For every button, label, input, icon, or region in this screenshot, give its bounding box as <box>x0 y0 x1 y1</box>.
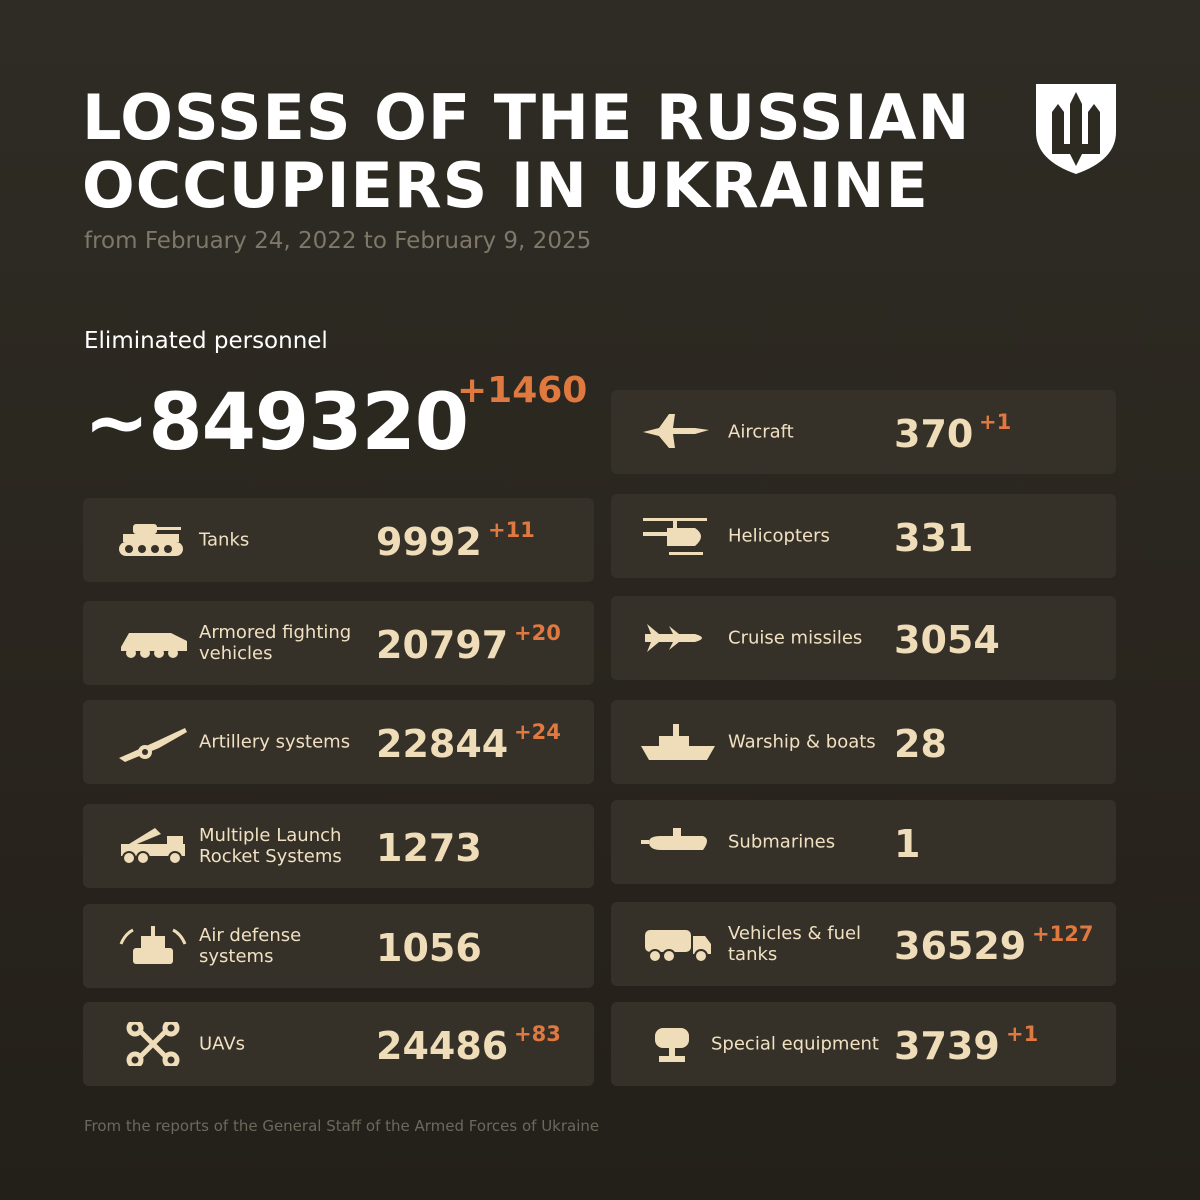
stat-card-tank: Tanks 9992 +11 <box>83 498 594 582</box>
title-line-1: LOSSES OF THE RUSSIAN <box>82 81 971 154</box>
stat-card-submarine: Submarines 1 <box>611 800 1116 884</box>
stat-label: Special equipment <box>711 1033 879 1055</box>
stat-label: Multiple Launch Rocket Systems <box>199 825 342 867</box>
stat-card-truck: Vehicles & fuel tanks 36529 +127 <box>611 902 1116 986</box>
source-footnote: From the reports of the General Staff of… <box>84 1117 600 1135</box>
stat-card-artillery: Artillery systems 22844 +24 <box>83 700 594 784</box>
stat-delta: +1 <box>1006 1022 1039 1046</box>
stat-value: 331 <box>894 515 974 560</box>
stat-label: Armored fighting vehicles <box>199 622 352 664</box>
stat-card-helicopter: Helicopters 331 <box>611 494 1116 578</box>
stat-delta: +11 <box>488 518 535 542</box>
stat-value: 20797 <box>376 622 509 667</box>
special-equipment-icon <box>655 1028 689 1062</box>
stat-card-air-defense: Air defense systems 1056 <box>83 904 594 988</box>
stat-value: 36529 <box>894 923 1027 968</box>
stat-card-aircraft: Aircraft 370 +1 <box>611 390 1116 474</box>
stat-label: UAVs <box>199 1033 246 1055</box>
trident-shield-emblem <box>1036 84 1116 174</box>
stat-label: Submarines <box>728 831 836 853</box>
stat-value: 1056 <box>376 925 482 970</box>
personnel-label: Eliminated personnel <box>84 328 328 354</box>
stat-card-drone: UAVs 24486 +83 <box>83 1002 594 1086</box>
stat-value: 3739 <box>894 1023 1000 1068</box>
stat-label: Helicopters <box>728 525 830 547</box>
stat-value: 1273 <box>376 825 482 870</box>
stat-card-rocket-launcher: Multiple Launch Rocket Systems 1273 <box>83 804 594 888</box>
stat-value: 28 <box>894 721 947 766</box>
stat-label: Artillery systems <box>199 731 351 753</box>
stat-value: 22844 <box>376 721 509 766</box>
stat-delta: +83 <box>514 1022 561 1046</box>
tank-icon <box>119 524 183 556</box>
stat-label: Cruise missiles <box>728 627 863 649</box>
artillery-icon <box>119 728 187 762</box>
stat-delta: +24 <box>514 720 561 744</box>
stat-label: Tanks <box>199 529 250 551</box>
stat-card-warship: Warship & boats 28 <box>611 700 1116 784</box>
stat-label: Vehicles & fuel tanks <box>728 923 862 965</box>
date-range: from February 24, 2022 to February 9, 20… <box>84 228 592 254</box>
page-title: LOSSES OF THE RUSSIAN OCCUPIERS IN UKRAIN… <box>82 84 970 220</box>
air-defense-icon <box>119 926 187 964</box>
missile-icon <box>645 624 702 652</box>
title-line-2: OCCUPIERS IN UKRAINE <box>82 149 929 222</box>
rocket-launcher-icon <box>121 828 185 865</box>
personnel-delta: +1460 <box>457 370 588 411</box>
drone-icon <box>126 1022 180 1066</box>
stat-value: 370 <box>894 411 974 456</box>
stat-value: 1 <box>894 821 921 866</box>
stat-label: Aircraft <box>728 421 794 443</box>
submarine-icon <box>641 828 707 850</box>
stat-card-special-equipment: Special equipment 3739 +1 <box>611 1002 1116 1086</box>
stat-label: Air defense systems <box>199 925 302 967</box>
stat-delta: +127 <box>1032 922 1094 946</box>
warship-icon <box>641 724 715 760</box>
stat-card-missile: Cruise missiles 3054 <box>611 596 1116 680</box>
armored-vehicle-icon <box>121 633 187 658</box>
personnel-value: ~849320 <box>84 378 469 468</box>
helicopter-icon <box>643 518 707 555</box>
stat-value: 3054 <box>894 617 1000 662</box>
stat-label: Warship & boats <box>728 731 876 753</box>
stat-card-armored-vehicle: Armored fighting vehicles 20797 +20 <box>83 601 594 685</box>
truck-icon <box>645 930 711 963</box>
stat-delta: +20 <box>514 621 561 645</box>
stat-value: 9992 <box>376 519 482 564</box>
stat-value: 24486 <box>376 1023 509 1068</box>
stat-delta: +1 <box>979 410 1012 434</box>
aircraft-icon <box>643 414 709 448</box>
